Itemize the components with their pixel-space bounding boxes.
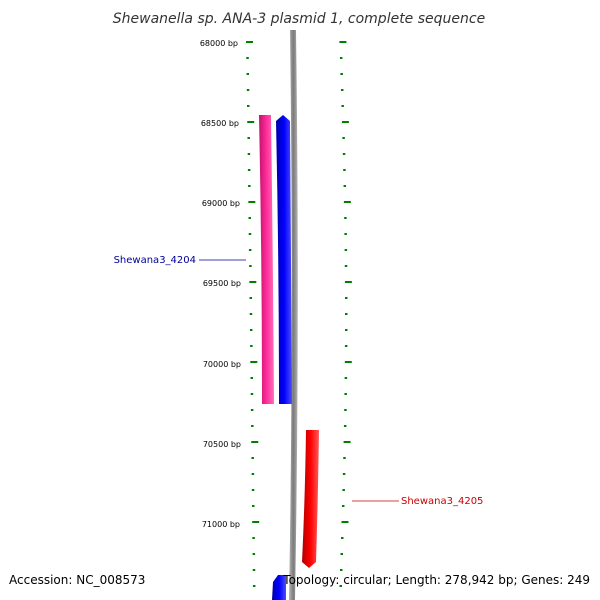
feature-cds-shewana3-4204[interactable] [259, 115, 274, 404]
gene-label-shewana3-4205[interactable]: Shewana3_4205 [401, 496, 483, 507]
tick-label-71000: 71000 bp [202, 520, 240, 529]
feature-gene-next[interactable] [272, 575, 286, 600]
gene-arrow-reverse[interactable] [302, 430, 319, 568]
tick-marks-right [339, 41, 352, 587]
gene-arrow-forward[interactable] [276, 115, 292, 404]
tick-label-68000: 68000 bp [200, 39, 238, 48]
map-title: Shewanella sp. ANA-3 plasmid 1, complete… [113, 11, 485, 27]
tick-label-69000: 69000 bp [202, 199, 240, 208]
tick-label-70500: 70500 bp [203, 440, 241, 449]
sequence-backbone [289, 30, 298, 600]
gene-label-shewana3-4204[interactable]: Shewana3_4204 [114, 255, 196, 266]
topology-label: Topology: circular; Length: 278,942 bp; … [283, 573, 590, 587]
tick-label-68500: 68500 bp [201, 119, 239, 128]
feature-gene-shewana3-4205[interactable] [302, 430, 319, 568]
tick-labels: 68000 bp 68500 bp 69000 bp 69500 bp 7000… [200, 39, 241, 529]
tick-marks-left [246, 41, 260, 587]
tick-label-70000: 70000 bp [203, 360, 241, 369]
accession-label: Accession: NC_008573 [9, 573, 146, 587]
tick-label-69500: 69500 bp [203, 279, 241, 288]
gene-arrow-forward-partial[interactable] [272, 575, 286, 600]
cds-arrow[interactable] [259, 115, 274, 404]
feature-gene-shewana3-4204[interactable] [276, 115, 292, 404]
